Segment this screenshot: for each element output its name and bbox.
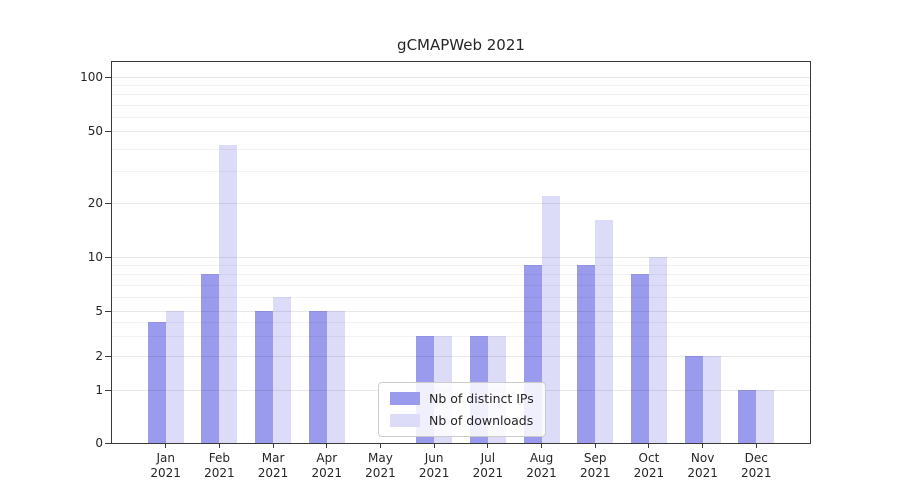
y-tick-mark-2 [105, 355, 111, 357]
y-tick-mark-0 [105, 442, 111, 444]
bar-distinct-ips-nov [684, 356, 703, 443]
x-tick-mark-aug [541, 444, 543, 448]
x-tick-year: 2021 [150, 466, 181, 480]
bar-downloads-dec [756, 390, 775, 443]
x-tick-year: 2021 [472, 466, 504, 480]
y-tick-mark-1 [105, 389, 111, 391]
y-tick-label-10: 10 [87, 250, 103, 264]
x-tick-month: Feb [208, 451, 230, 465]
y-tick-label-0: 0 [95, 436, 103, 450]
x-tick-year: 2021 [526, 466, 557, 480]
x-tick-label-oct: Oct 2021 [619, 451, 679, 481]
legend-label-downloads: Nb of downloads [429, 413, 534, 428]
x-tick-year: 2021 [418, 466, 450, 480]
plot-area: Nb of distinct IPs Nb of downloads [111, 61, 811, 444]
bar-downloads-apr [326, 311, 345, 443]
y-tick-label-2: 2 [95, 349, 103, 363]
x-tick-label-sep: Sep 2021 [565, 451, 625, 481]
x-tick-year: 2021 [365, 466, 396, 480]
y-tick-label-1: 1 [95, 383, 103, 397]
x-tick-mark-oct [648, 444, 650, 448]
legend-swatch-distinct-ips [390, 392, 420, 405]
x-tick-month: Aug [529, 451, 554, 465]
x-tick-mark-may [379, 444, 381, 448]
y-tick-label-50: 50 [87, 124, 103, 138]
x-tick-label-feb: Feb 2021 [189, 451, 249, 481]
x-tick-month: Sep [583, 451, 607, 465]
y-tick-label-100: 100 [80, 70, 103, 84]
legend-item-distinct-ips: Nb of distinct IPs [390, 391, 534, 406]
x-tick-label-aug: Aug 2021 [512, 451, 572, 481]
x-tick-label-nov: Nov 2021 [673, 451, 733, 481]
x-tick-mark-jul [487, 444, 489, 448]
x-tick-year: 2021 [633, 466, 665, 480]
x-tick-year: 2021 [257, 466, 289, 480]
bar-downloads-sep [595, 220, 614, 443]
bar-distinct-ips-sep [577, 265, 596, 443]
y-tick-mark-20 [105, 202, 111, 204]
x-tick-month: Dec [744, 451, 768, 465]
x-tick-month: Jul [480, 451, 496, 465]
x-tick-mark-apr [326, 444, 328, 448]
bar-distinct-ips-dec [738, 390, 757, 443]
bar-distinct-ips-apr [308, 311, 327, 443]
x-tick-month: Jun [424, 451, 444, 465]
legend-swatch-downloads [390, 414, 420, 427]
x-tick-label-dec: Dec 2021 [726, 451, 786, 481]
x-tick-mark-feb [218, 444, 220, 448]
x-tick-month: May [368, 451, 393, 465]
legend-item-downloads: Nb of downloads [390, 413, 534, 428]
x-tick-label-jan: Jan 2021 [136, 451, 196, 481]
bar-downloads-feb [219, 144, 238, 443]
y-tick-label-20: 20 [87, 196, 103, 210]
x-tick-month: Mar [261, 451, 285, 465]
x-tick-mark-dec [755, 444, 757, 448]
bar-downloads-jan [165, 311, 184, 443]
bar-downloads-aug [541, 195, 560, 443]
x-tick-year: 2021 [579, 466, 611, 480]
x-tick-label-mar: Mar 2021 [243, 451, 303, 481]
x-tick-month: Oct [638, 451, 660, 465]
x-tick-year: 2021 [311, 466, 343, 480]
x-tick-mark-jan [165, 444, 167, 448]
chart-title: gCMAPWeb 2021 [397, 36, 525, 54]
x-tick-label-jun: Jun 2021 [404, 451, 464, 481]
bar-downloads-mar [273, 296, 292, 443]
x-tick-mark-sep [594, 444, 596, 448]
x-tick-year: 2021 [204, 466, 235, 480]
bars-layer [112, 62, 810, 443]
y-tick-mark-100 [105, 76, 111, 78]
x-tick-label-may: May 2021 [350, 451, 410, 481]
x-tick-mark-jun [433, 444, 435, 448]
y-tick-mark-10 [105, 256, 111, 258]
bar-distinct-ips-feb [201, 274, 220, 443]
y-tick-label-5: 5 [95, 304, 103, 318]
x-tick-mark-mar [272, 444, 274, 448]
bar-downloads-oct [648, 257, 667, 443]
x-tick-year: 2021 [687, 466, 718, 480]
x-tick-month: Apr [316, 451, 338, 465]
x-tick-mark-nov [702, 444, 704, 448]
legend: Nb of distinct IPs Nb of downloads [378, 382, 546, 437]
bar-distinct-ips-mar [255, 311, 274, 443]
x-tick-label-jul: Jul 2021 [458, 451, 518, 481]
bar-distinct-ips-jan [147, 321, 166, 443]
y-tick-mark-50 [105, 130, 111, 132]
legend-label-distinct-ips: Nb of distinct IPs [429, 391, 534, 406]
x-tick-year: 2021 [741, 466, 772, 480]
x-tick-month: Nov [690, 451, 715, 465]
x-tick-month: Jan [156, 451, 175, 465]
bar-distinct-ips-oct [630, 274, 649, 443]
x-tick-label-apr: Apr 2021 [297, 451, 357, 481]
y-tick-mark-5 [105, 310, 111, 312]
bar-downloads-nov [702, 356, 721, 443]
